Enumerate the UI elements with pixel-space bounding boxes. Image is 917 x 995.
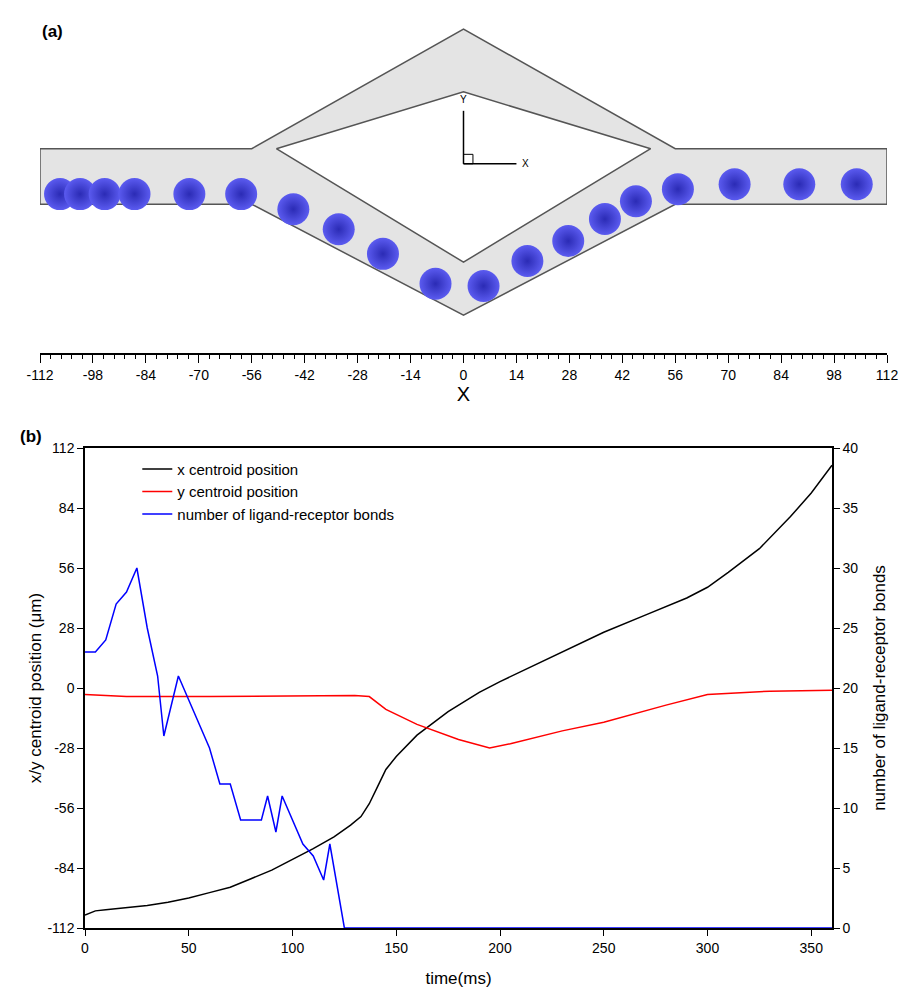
svg-text:0: 0 [460,367,468,383]
svg-text:-84: -84 [136,367,156,383]
svg-text:112: 112 [52,440,75,456]
svg-text:100: 100 [281,940,305,956]
svg-text:300: 300 [696,940,720,956]
svg-text:14: 14 [509,367,525,383]
svg-text:84: 84 [59,500,75,516]
svg-text:250: 250 [592,940,616,956]
svg-text:number of ligand-receptor bond: number of ligand-receptor bonds [870,565,889,811]
svg-text:15: 15 [843,740,859,756]
svg-text:20: 20 [843,680,859,696]
svg-text:-98: -98 [83,367,103,383]
svg-text:25: 25 [843,620,859,636]
svg-text:150: 150 [385,940,409,956]
svg-text:200: 200 [488,940,512,956]
svg-text:-14: -14 [400,367,420,383]
svg-text:-112: -112 [27,367,54,383]
svg-text:-56: -56 [242,367,262,383]
svg-text:350: 350 [800,940,824,956]
svg-text:30: 30 [843,560,859,576]
svg-text:56: 56 [667,367,683,383]
svg-text:28: 28 [59,620,75,636]
svg-text:0: 0 [67,680,75,696]
svg-text:x centroid position: x centroid position [177,461,298,478]
svg-text:X: X [522,158,529,169]
svg-text:35: 35 [843,500,859,516]
svg-text:70: 70 [720,367,736,383]
svg-text:Y: Y [460,94,467,105]
svg-text:84: 84 [773,367,789,383]
svg-text:(a): (a) [42,22,63,41]
svg-text:50: 50 [181,940,197,956]
svg-text:-84: -84 [54,860,74,876]
svg-text:-28: -28 [54,740,74,756]
svg-text:5: 5 [843,860,851,876]
svg-text:42: 42 [615,367,631,383]
svg-text:28: 28 [562,367,578,383]
svg-text:number of ligand-receptor bond: number of ligand-receptor bonds [177,506,394,523]
svg-text:-56: -56 [54,800,74,816]
svg-text:x/y centroid position (μm): x/y centroid position (μm) [26,593,45,783]
svg-text:-42: -42 [295,367,315,383]
svg-text:-112: -112 [47,920,74,936]
svg-text:-28: -28 [348,367,368,383]
svg-text:-70: -70 [189,367,209,383]
svg-text:98: 98 [826,367,842,383]
svg-text:112: 112 [876,367,899,383]
svg-text:y centroid position: y centroid position [177,483,298,500]
svg-text:10: 10 [843,800,859,816]
svg-text:(b): (b) [20,427,42,446]
svg-text:time(ms): time(ms) [425,969,491,988]
svg-text:X: X [457,383,470,405]
svg-text:56: 56 [59,560,75,576]
svg-text:0: 0 [843,920,851,936]
svg-text:0: 0 [81,940,89,956]
svg-text:40: 40 [843,440,859,456]
